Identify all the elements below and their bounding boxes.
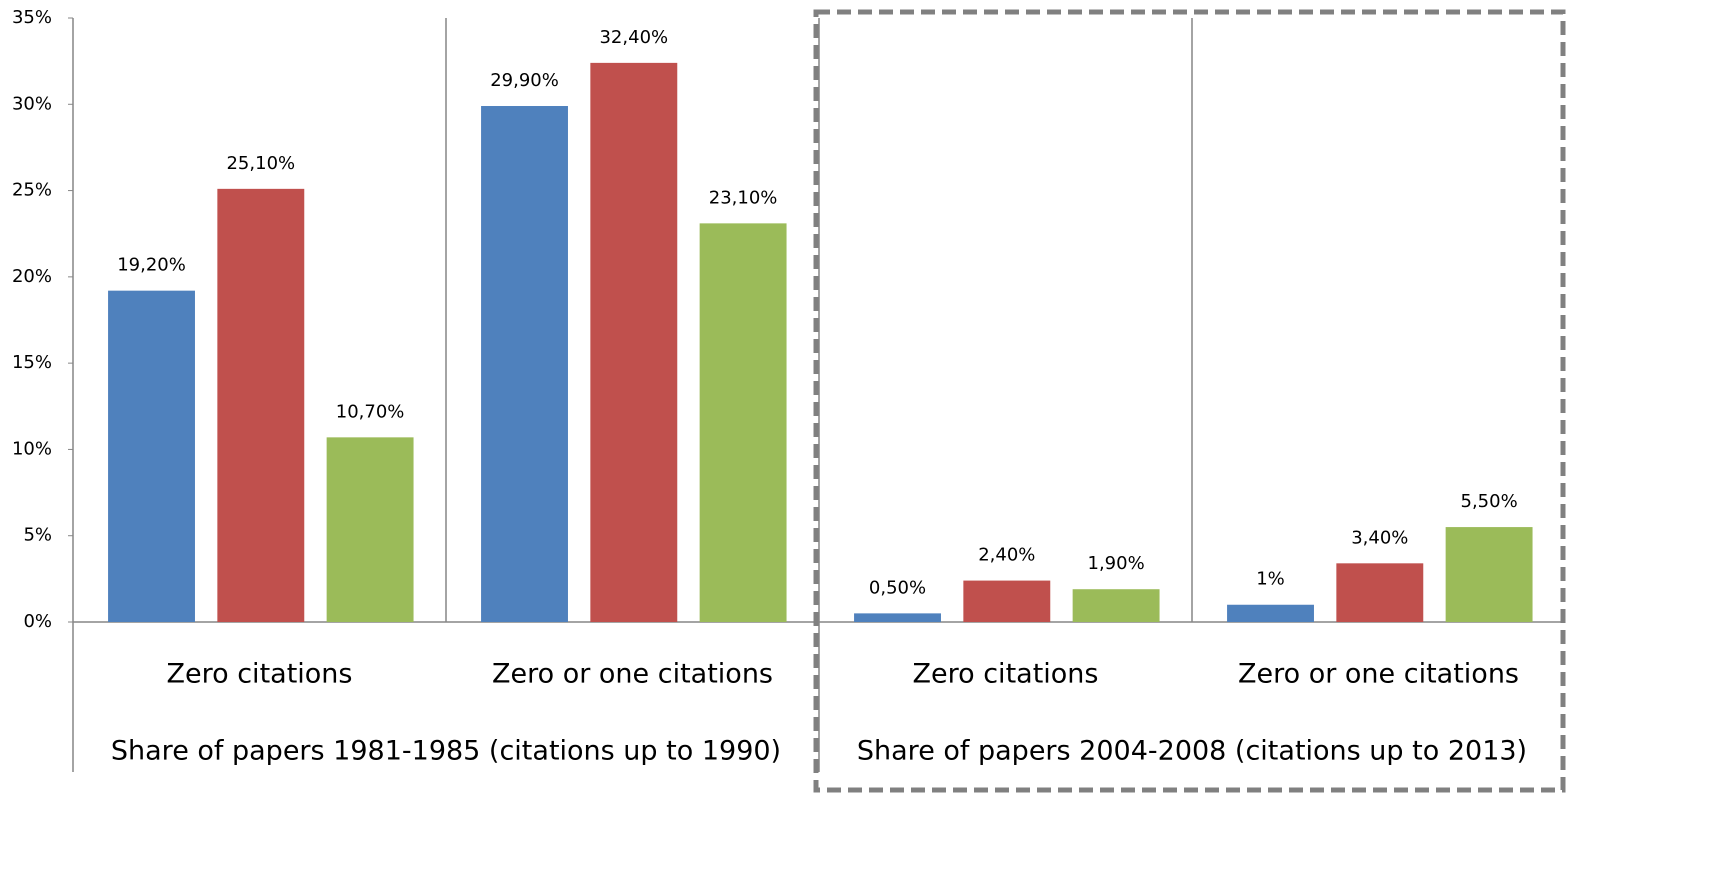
bar [326,437,414,622]
bar [854,613,941,622]
y-tick-label: 0% [23,611,52,632]
y-tick-label: 15% [12,352,52,373]
value-label: 1% [1256,569,1285,590]
bar [1336,563,1424,622]
highlight-box [813,9,1566,793]
bar [481,106,568,623]
y-tick-label: 30% [12,93,52,114]
y-tick-label: 25% [12,180,52,201]
value-label: 2,40% [978,545,1035,566]
category-label: Zero or one citations [1238,659,1519,690]
bar [699,223,787,623]
category-label: Zero or one citations [492,659,773,690]
bar [108,290,195,622]
bar [590,62,678,622]
value-label: 32,40% [599,27,668,48]
y-tick-label: 10% [12,438,52,459]
value-label: 10,70% [336,401,405,422]
value-label: 1,90% [1088,553,1145,574]
category-label: Zero citations [167,659,353,690]
group-label: Share of papers 2004-2008 (citations up … [857,736,1527,767]
group-label: Share of papers 1981-1985 (citations up … [111,736,781,767]
y-tick-label: 5% [23,525,52,546]
y-tick-label: 20% [12,266,52,287]
value-label: 19,20% [117,255,186,276]
bar [217,188,305,623]
category-label: Zero citations [913,659,1099,690]
value-label: 0,50% [869,577,926,598]
y-tick-label: 35% [12,7,52,28]
value-label: 23,10% [709,187,778,208]
value-label: 5,50% [1461,491,1518,512]
bar [1445,527,1533,622]
bar [963,580,1051,622]
value-label: 3,40% [1351,527,1408,548]
bar [1072,589,1160,622]
value-label: 29,90% [490,70,559,91]
value-label: 25,10% [226,153,295,174]
bar [1227,604,1314,622]
